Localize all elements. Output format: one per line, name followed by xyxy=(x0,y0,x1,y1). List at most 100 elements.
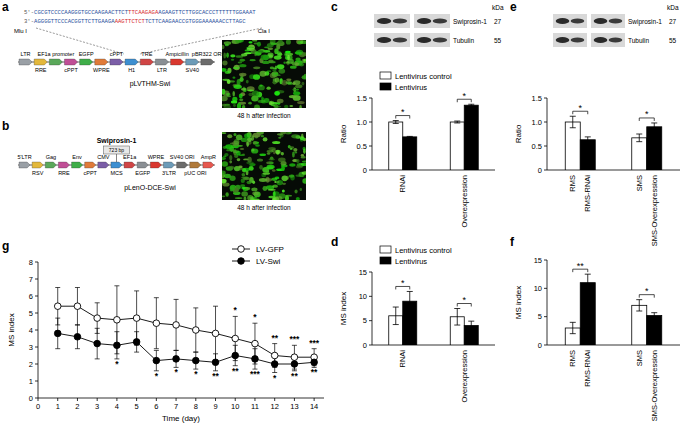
error-bar xyxy=(636,300,642,311)
point xyxy=(232,335,239,342)
cell xyxy=(272,169,276,172)
tick-label: 0 xyxy=(363,166,367,175)
tick xyxy=(57,398,58,401)
feature-label: RRE xyxy=(58,170,70,176)
feature-label: H1 xyxy=(128,67,135,73)
cell xyxy=(233,150,239,153)
cell xyxy=(295,52,302,55)
cell xyxy=(286,40,291,45)
cell xyxy=(267,47,273,50)
band xyxy=(556,37,570,43)
cell xyxy=(259,154,266,156)
feature xyxy=(32,162,43,168)
cell xyxy=(233,104,236,107)
feature-label: cPPT xyxy=(110,51,124,57)
tick-label: 0 xyxy=(538,166,542,175)
category-label: Overexpression xyxy=(460,350,469,403)
cell xyxy=(278,157,286,162)
blot-label: Tubulin xyxy=(628,37,649,44)
feature-label: EGFP xyxy=(79,51,94,57)
feature xyxy=(171,59,184,65)
cell xyxy=(251,95,258,101)
cell xyxy=(246,141,249,146)
cell xyxy=(302,52,306,56)
blot-panel xyxy=(591,14,625,28)
blot-kda: 55 xyxy=(669,37,677,44)
tick-label: 5 xyxy=(29,309,33,318)
cell xyxy=(277,99,284,103)
feature-label: EF1a xyxy=(123,154,137,160)
cell xyxy=(289,105,293,107)
tick xyxy=(369,345,372,346)
cell xyxy=(239,98,243,101)
significance: * xyxy=(234,305,238,315)
feature-label: LTR xyxy=(21,51,31,57)
legend-swatch xyxy=(380,257,391,264)
feature xyxy=(80,59,93,65)
cell xyxy=(295,175,301,177)
cell xyxy=(239,64,246,67)
cell xyxy=(245,187,250,190)
cell xyxy=(259,165,263,170)
bar xyxy=(464,105,478,170)
blot-panel xyxy=(374,33,410,47)
cell xyxy=(285,195,289,200)
cell xyxy=(302,178,306,184)
point xyxy=(173,356,180,363)
cell xyxy=(273,106,281,108)
cell xyxy=(225,144,233,149)
legend-label: Lentivirus xyxy=(395,83,427,92)
significance: * xyxy=(174,367,178,377)
point xyxy=(173,322,180,329)
tick xyxy=(35,279,38,280)
cell xyxy=(261,55,269,61)
cell xyxy=(275,78,280,83)
tick xyxy=(38,398,39,401)
bar xyxy=(450,122,464,170)
panel-letter: e xyxy=(510,0,517,14)
blot-panel xyxy=(374,14,410,28)
feature-label: pBR322 ORI xyxy=(192,51,224,57)
feature xyxy=(177,162,188,168)
error-bar xyxy=(570,116,576,128)
tick xyxy=(544,122,547,123)
feature-label: MCS xyxy=(110,170,123,176)
category-label: RNAi xyxy=(398,175,407,193)
category-label: RMS-RNAi xyxy=(583,350,592,387)
axis-title: MS index xyxy=(339,292,348,325)
blot-label: Swiprosin-1 xyxy=(453,18,487,26)
feature xyxy=(45,162,56,168)
feature xyxy=(137,162,148,168)
point xyxy=(153,320,160,327)
cell xyxy=(282,176,288,182)
cell xyxy=(239,58,244,61)
point xyxy=(252,356,259,363)
panel-letter: b xyxy=(2,119,9,133)
y-axis xyxy=(372,98,373,170)
tick-label: 1.0 xyxy=(357,118,367,127)
blot-panel xyxy=(553,33,587,47)
cell xyxy=(255,144,260,147)
bar xyxy=(403,137,417,170)
point xyxy=(271,361,278,368)
significance: * xyxy=(401,107,405,117)
feature xyxy=(190,162,201,168)
significance: *** xyxy=(250,369,261,379)
error-bar xyxy=(636,134,642,142)
plot xyxy=(389,104,479,170)
tick xyxy=(156,398,157,401)
cell xyxy=(247,86,255,91)
cell xyxy=(230,175,236,181)
cell xyxy=(286,81,292,84)
cell xyxy=(268,147,276,150)
feature xyxy=(85,162,96,168)
cell xyxy=(261,135,264,137)
tick-label: 0 xyxy=(538,341,542,350)
cell xyxy=(229,155,232,160)
cell xyxy=(291,134,299,138)
error-bar xyxy=(55,318,60,349)
significance: ** xyxy=(271,333,278,343)
tick xyxy=(195,398,196,401)
error-bar xyxy=(454,309,460,326)
cell xyxy=(253,66,260,69)
